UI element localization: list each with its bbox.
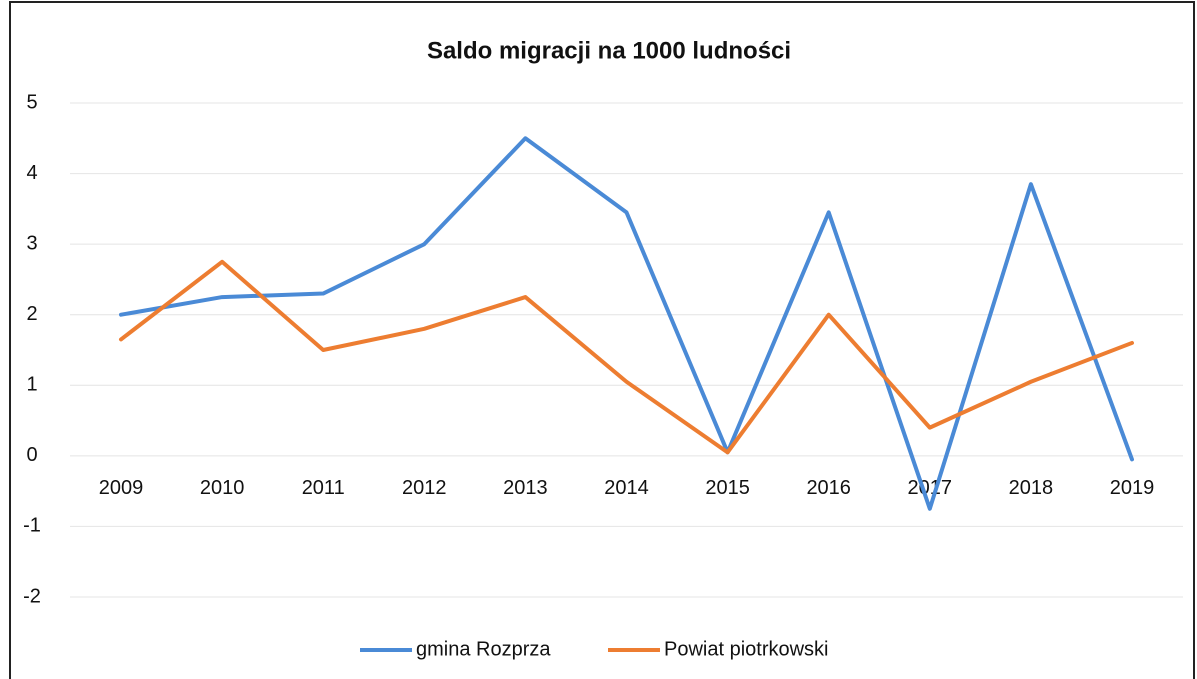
legend-label: gmina Rozprza <box>416 638 551 660</box>
x-tick-label: 2014 <box>604 477 649 499</box>
x-tick-label: 2016 <box>806 477 851 499</box>
x-tick-label: 2017 <box>908 477 953 499</box>
y-tick-label: 3 <box>26 232 37 254</box>
series-line <box>119 136 1134 511</box>
x-tick-label: 2009 <box>99 477 144 499</box>
chart-frame <box>9 1 1195 679</box>
y-tick-label: 0 <box>26 444 37 466</box>
y-tick-label: 4 <box>26 162 37 184</box>
legend-label: Powiat piotrkowski <box>664 638 829 660</box>
y-tick-label: 5 <box>26 91 37 113</box>
y-tick-label: 1 <box>26 374 37 396</box>
y-tick-label: 2 <box>26 303 37 325</box>
x-tick-label: 2011 <box>302 477 345 499</box>
y-tick-label: -2 <box>23 585 41 607</box>
x-tick-label: 2018 <box>1009 477 1054 499</box>
x-tick-label: 2010 <box>200 477 245 499</box>
x-tick-label: 2015 <box>705 477 750 499</box>
x-tick-label: 2019 <box>1110 477 1155 499</box>
series-line <box>119 259 1134 455</box>
x-tick-label: 2013 <box>503 477 548 499</box>
x-tick-label: 2012 <box>402 477 447 499</box>
y-tick-label: -1 <box>23 515 41 537</box>
chart-title: Saldo migracji na 1000 ludności <box>427 37 791 64</box>
